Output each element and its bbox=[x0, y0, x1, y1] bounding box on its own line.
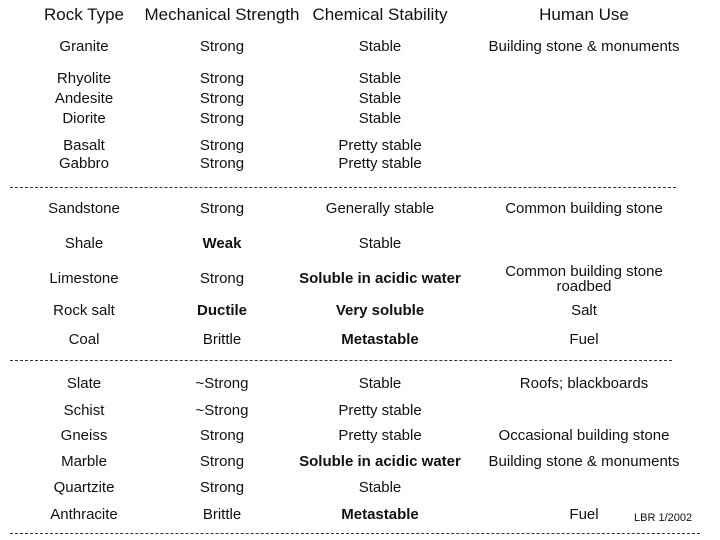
chemical-stability: Stable bbox=[358, 235, 402, 252]
rock-type: Rhyolite bbox=[56, 70, 112, 87]
rock-type: Quartzite bbox=[53, 479, 115, 496]
mechanical-strength: Strong bbox=[199, 453, 245, 470]
divider bbox=[10, 360, 672, 361]
mechanical-strength: Strong bbox=[199, 427, 245, 444]
rock-type: Rock salt bbox=[53, 302, 115, 319]
column-header: Chemical Stability bbox=[312, 5, 448, 24]
rock-type: Schist bbox=[63, 402, 105, 419]
rock-type: Gabbro bbox=[58, 155, 110, 172]
rock-type: Anthracite bbox=[50, 506, 118, 523]
chemical-stability: Metastable bbox=[341, 331, 419, 348]
human-use: Fuel bbox=[569, 506, 599, 523]
mechanical-strength: Strong bbox=[199, 479, 245, 496]
mechanical-strength: Ductile bbox=[196, 302, 248, 319]
chemical-stability: Stable bbox=[358, 70, 402, 87]
rock-type: Sandstone bbox=[48, 200, 120, 217]
rock-type: Coal bbox=[68, 331, 100, 348]
mechanical-strength: ~Strong bbox=[195, 375, 249, 392]
rock-type: Andesite bbox=[54, 90, 114, 107]
human-use: Building stone & monuments bbox=[488, 38, 680, 55]
human-use: Common building stone bbox=[505, 263, 663, 280]
chemical-stability: Soluble in acidic water bbox=[299, 270, 461, 287]
chemical-stability: Soluble in acidic water bbox=[299, 453, 461, 470]
human-use: Salt bbox=[571, 302, 597, 319]
rock-type: Basalt bbox=[63, 137, 105, 154]
mechanical-strength: Brittle bbox=[202, 331, 242, 348]
divider bbox=[10, 187, 676, 188]
chemical-stability: Pretty stable bbox=[338, 155, 422, 172]
rock-type: Slate bbox=[66, 375, 102, 392]
human-use: Fuel bbox=[569, 331, 599, 348]
rock-type: Diorite bbox=[62, 110, 106, 127]
chemical-stability: Generally stable bbox=[325, 200, 435, 217]
human-use: Building stone & monuments bbox=[488, 453, 680, 470]
footer: LBR 1/2002 bbox=[634, 512, 693, 524]
chemical-stability: Stable bbox=[358, 110, 402, 127]
chemical-stability: Pretty stable bbox=[338, 402, 422, 419]
mechanical-strength: Strong bbox=[199, 38, 245, 55]
chemical-stability: Pretty stable bbox=[338, 137, 422, 154]
chemical-stability: Very soluble bbox=[335, 302, 425, 319]
column-header: Rock Type bbox=[43, 5, 125, 24]
rock-type: Limestone bbox=[49, 270, 119, 287]
mechanical-strength: Strong bbox=[199, 110, 245, 127]
chemical-stability: Stable bbox=[358, 375, 402, 392]
column-header: Human Use bbox=[539, 5, 629, 24]
chemical-stability: Pretty stable bbox=[338, 427, 422, 444]
rock-type: Marble bbox=[61, 453, 107, 470]
mechanical-strength: Strong bbox=[199, 270, 245, 287]
chemical-stability: Stable bbox=[358, 479, 402, 496]
human-use: Roofs; blackboards bbox=[519, 375, 649, 392]
rock-type: Granite bbox=[59, 38, 109, 55]
mechanical-strength: Weak bbox=[202, 235, 242, 252]
human-use: roadbed bbox=[556, 278, 612, 295]
mechanical-strength: ~Strong bbox=[195, 402, 249, 419]
mechanical-strength: Strong bbox=[199, 90, 245, 107]
chemical-stability: Stable bbox=[358, 38, 402, 55]
column-header: Mechanical Strength bbox=[144, 5, 300, 24]
chemical-stability: Metastable bbox=[341, 506, 419, 523]
mechanical-strength: Strong bbox=[199, 137, 245, 154]
rock-type: Gneiss bbox=[60, 427, 108, 444]
human-use: Common building stone bbox=[505, 200, 663, 217]
mechanical-strength: Brittle bbox=[202, 506, 242, 523]
mechanical-strength: Strong bbox=[199, 70, 245, 87]
mechanical-strength: Strong bbox=[199, 155, 245, 172]
mechanical-strength: Strong bbox=[199, 200, 245, 217]
human-use: Occasional building stone bbox=[498, 427, 670, 444]
divider bbox=[10, 533, 700, 534]
rock-type: Shale bbox=[64, 235, 104, 252]
chemical-stability: Stable bbox=[358, 90, 402, 107]
